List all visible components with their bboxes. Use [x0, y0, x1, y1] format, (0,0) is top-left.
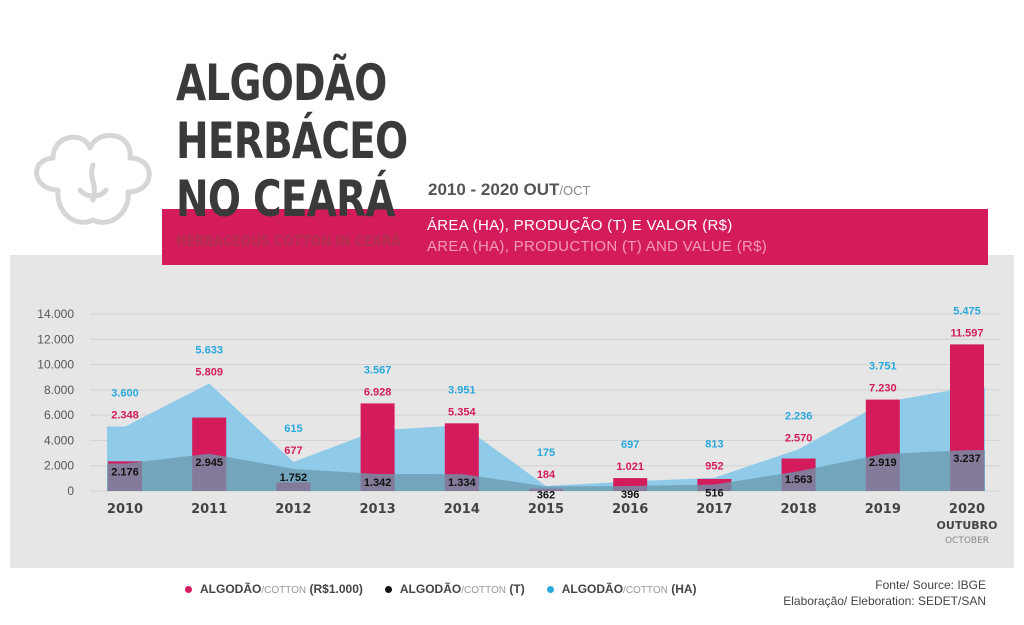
legend-label-production: ALGODÃO: [399, 582, 462, 596]
value-label: 11.597: [950, 327, 983, 339]
x-tick-sublabel-en: OCTOBER: [945, 536, 989, 546]
area-label: 697: [621, 439, 639, 451]
y-tick-label: 2.000: [44, 459, 74, 473]
chart-legend: ALGODÃO/COTTON (R$1.000) ALGODÃO/COTTON …: [185, 582, 697, 596]
period-label: 2010 - 2020 OUT/OCT: [428, 180, 590, 200]
cotton-flower-icon: [34, 132, 152, 225]
legend-dot-value: [185, 585, 192, 593]
area-label: 3.951: [448, 384, 476, 396]
x-tick-label: 2020: [949, 502, 985, 517]
x-tick-label: 2015: [528, 502, 564, 517]
title-line-2: HERBÁCEO: [176, 112, 408, 170]
x-tick-label: 2017: [696, 502, 732, 517]
legend-label-area: ALGODÃO: [561, 582, 624, 596]
legend-dot-area: [546, 585, 554, 593]
value-label: 184: [537, 469, 556, 481]
y-tick-label: 8.000: [44, 383, 74, 397]
y-tick-label: 14.000: [37, 307, 74, 321]
period-main: 2010 - 2020 OUT: [428, 180, 560, 199]
area-label: 813: [705, 439, 723, 451]
legend-dot-production: [384, 585, 392, 593]
value-label: 2.570: [785, 432, 813, 444]
value-label: 2.348: [111, 410, 139, 422]
production-label: 1.342: [364, 477, 392, 489]
x-tick-label: 2010: [107, 502, 143, 517]
area-series-hectares: [107, 383, 985, 491]
legend-item-production: ALGODÃO/COTTON (T): [384, 582, 525, 596]
production-label: 396: [621, 489, 639, 501]
area-label: 5.475: [953, 305, 981, 317]
source-line-2: Elaboração/ Eleboration: SEDET/SAN: [783, 594, 986, 608]
x-tick-label: 2019: [865, 502, 901, 517]
legend-unit-area: (HA): [667, 582, 697, 596]
value-label: 1.021: [616, 461, 644, 473]
value-label: 677: [284, 445, 302, 457]
legend-unit-value: (R$1.000): [306, 582, 363, 596]
value-label: 952: [705, 461, 723, 473]
production-label: 362: [537, 489, 555, 501]
area-label: 3.600: [111, 388, 139, 400]
y-tick-label: 10.000: [37, 358, 74, 372]
title-line-3: NO CEARÁ: [176, 170, 396, 228]
legend-unit-production: (T): [506, 582, 525, 596]
legend-sub-area: /COTTON: [623, 585, 668, 596]
x-tick-label: 2018: [781, 502, 817, 517]
legend-item-value: ALGODÃO/COTTON (R$1.000): [185, 582, 363, 596]
area-series-production: [107, 450, 985, 491]
x-tick-label: 2011: [191, 502, 227, 517]
production-label: 2.945: [195, 457, 223, 469]
x-tick-label: 2013: [360, 502, 396, 517]
value-label: 5.809: [195, 367, 223, 379]
area-label: 175: [537, 447, 555, 459]
production-label: 3.237: [953, 453, 981, 465]
y-tick-label: 0: [67, 484, 74, 498]
x-tick-label: 2012: [275, 502, 311, 517]
page-title: ALGODÃO HERBÁCEO NO CEARÁ: [176, 54, 408, 228]
value-label: 5.354: [448, 406, 476, 418]
period-sub: /OCT: [559, 183, 591, 198]
production-label: 1.563: [785, 474, 813, 486]
production-label: 1.334: [448, 477, 476, 489]
subtitle-en: HERBACEOUS COTTON IN CEARÁ: [176, 232, 401, 250]
value-label: 7.230: [869, 383, 897, 395]
x-tick-label: 2016: [612, 502, 648, 517]
production-label: 516: [705, 487, 723, 499]
area-label: 5.633: [195, 345, 223, 357]
y-tick-label: 6.000: [44, 408, 74, 422]
legend-sub-production: /COTTON: [461, 585, 507, 596]
source-line-1: Fonte/ Source: IBGE: [875, 578, 986, 592]
y-tick-label: 4.000: [44, 433, 74, 447]
value-label: 6.928: [364, 386, 392, 398]
banner-text-en: AREA (HA), PRODUCTION (T) AND VALUE (R$): [427, 238, 768, 255]
production-label: 2.919: [869, 457, 897, 469]
production-label: 2.176: [111, 466, 139, 478]
title-line-1: ALGODÃO: [176, 54, 387, 112]
legend-label-value: ALGODÃO: [200, 582, 262, 596]
production-label: 1.752: [280, 472, 308, 484]
x-tick-label: 2014: [444, 502, 480, 517]
legend-sub-value: /COTTON: [261, 585, 307, 596]
x-tick-sublabel: OUTUBRO: [937, 519, 998, 532]
legend-item-area: ALGODÃO/COTTON (HA): [546, 582, 697, 596]
y-tick-label: 12.000: [37, 332, 74, 346]
area-label: 2.236: [785, 410, 813, 422]
chart-banner: ÁREA (HA), PRODUÇÃO (T) E VALOR (R$) ARE…: [162, 209, 988, 265]
area-label: 3.751: [869, 361, 897, 373]
area-label: 3.567: [364, 364, 392, 376]
source-note: Fonte/ Source: IBGE Elaboração/ Eleborat…: [783, 577, 986, 609]
area-label: 615: [284, 423, 302, 435]
banner-text-pt: ÁREA (HA), PRODUÇÃO (T) E VALOR (R$): [427, 217, 733, 234]
